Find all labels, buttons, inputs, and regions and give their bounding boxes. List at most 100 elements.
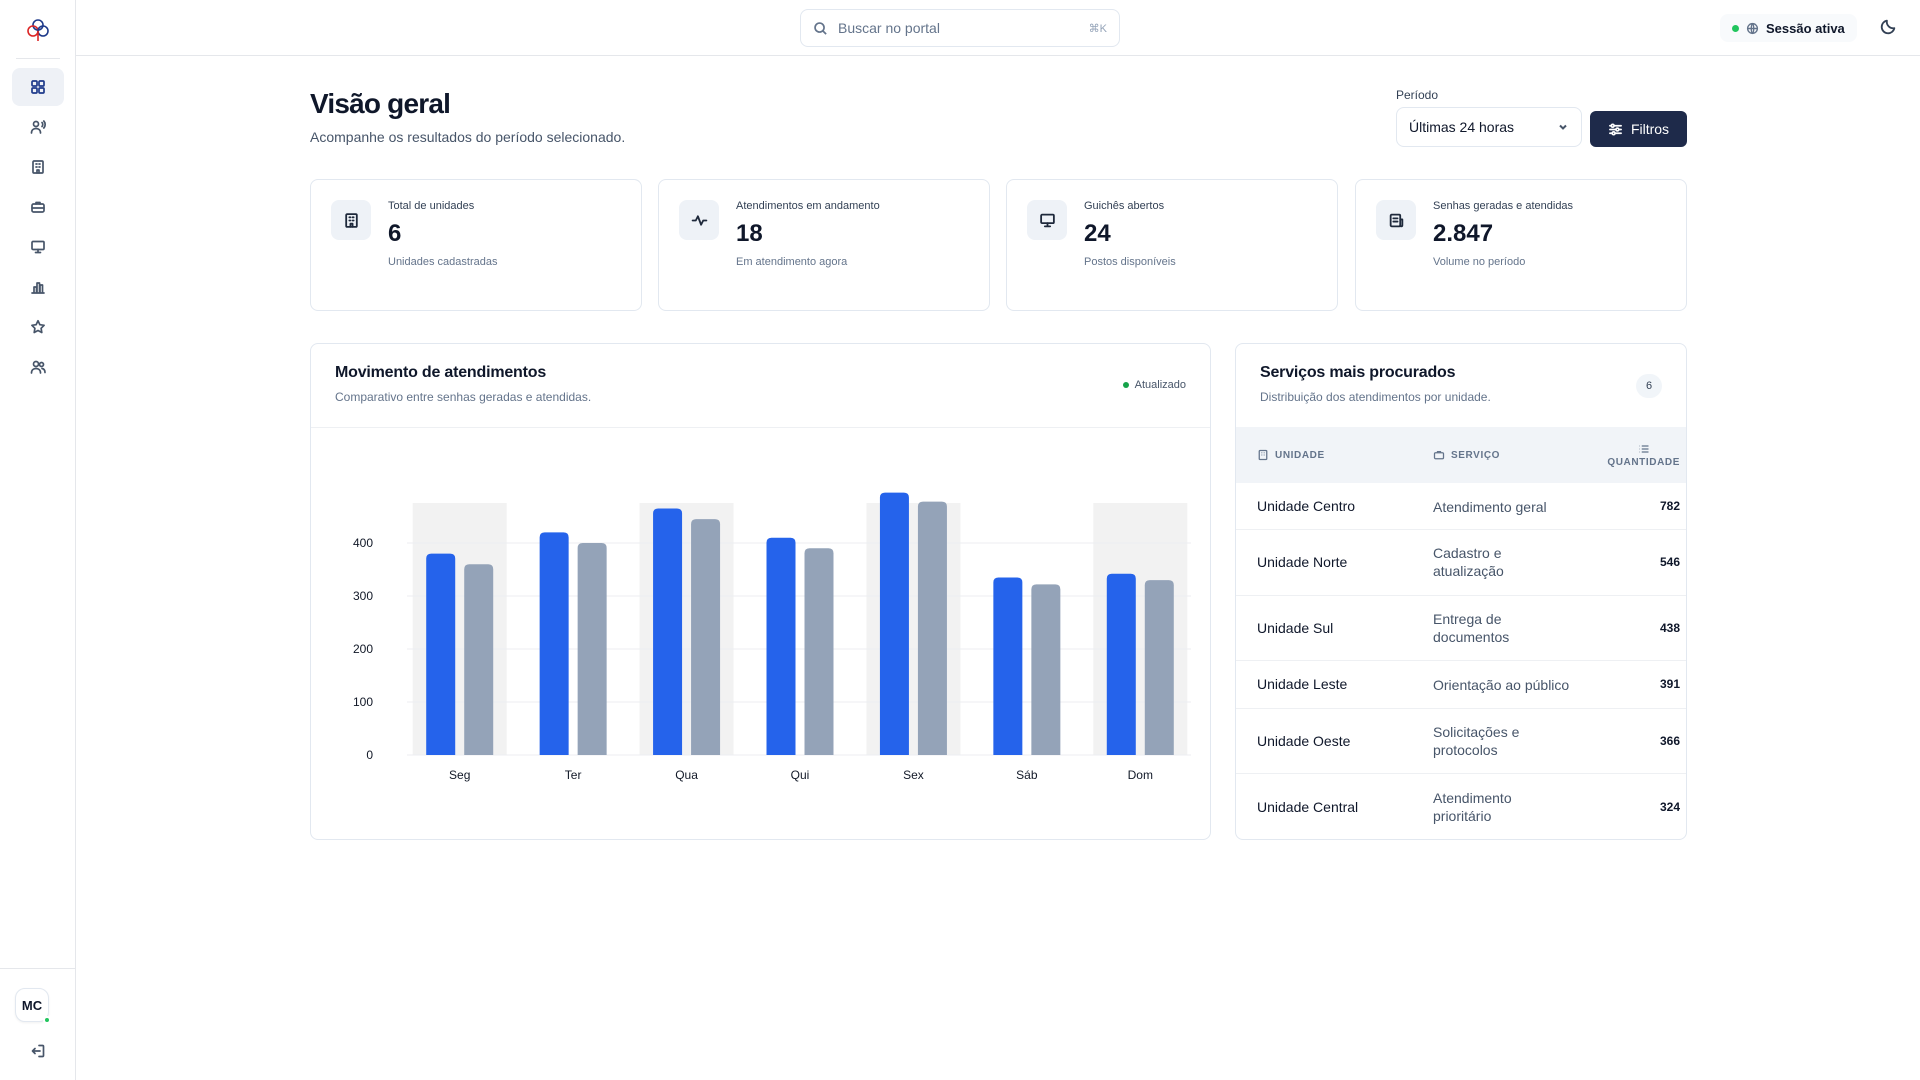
stat-icon-box <box>331 200 371 240</box>
chart-bar <box>577 543 607 755</box>
table-row[interactable]: Unidade Sul Entrega de documentos 438 <box>1236 596 1686 661</box>
chart-bar <box>653 508 683 755</box>
chart-bar <box>879 492 909 755</box>
search-input[interactable]: Buscar no portal ⌘K <box>800 9 1120 47</box>
stat-card-units: Total de unidades 6 Unidades cadastradas <box>310 179 642 311</box>
nav-ratings[interactable] <box>12 308 64 346</box>
y-tick-label: 400 <box>353 536 373 550</box>
column-label: UNIDADE <box>1275 449 1325 461</box>
chart-status-label: Atualizado <box>1134 379 1186 391</box>
status-dot <box>1122 382 1129 388</box>
period-select[interactable]: Últimas 24 horas <box>1396 107 1582 147</box>
cell-unit: Unidade Sul <box>1257 620 1334 636</box>
table-row[interactable]: Unidade Centro Atendimento geral 782 <box>1236 483 1686 530</box>
stat-label: Guichês abertos <box>1084 200 1165 212</box>
cell-unit: Unidade Norte <box>1257 554 1348 570</box>
stat-card-in-progress: Atendimentos em andamento 18 Em atendime… <box>658 179 990 311</box>
session-label: Sessão ativa <box>1766 20 1845 36</box>
chart-bar <box>993 577 1023 755</box>
logout-button[interactable] <box>30 1043 48 1061</box>
cell-quantity: 438 <box>1659 621 1680 635</box>
table-row[interactable]: Unidade Norte Cadastro e atualização 546 <box>1236 530 1686 596</box>
moon-icon <box>1880 19 1896 35</box>
search-placeholder: Buscar no portal <box>838 20 940 36</box>
stat-label: Senhas geradas e atendidas <box>1433 200 1574 212</box>
y-tick-label: 200 <box>353 642 373 656</box>
y-tick-label: 300 <box>353 589 373 603</box>
chart-bar <box>1031 584 1061 755</box>
chart-bar <box>1144 580 1174 755</box>
chart-bar <box>917 501 947 755</box>
nav-units[interactable] <box>12 148 64 186</box>
nav-attendance[interactable] <box>12 108 64 146</box>
online-status-dot <box>43 1016 51 1024</box>
list-icon <box>1639 444 1649 453</box>
cell-unit: Unidade Leste <box>1257 676 1348 692</box>
logout-icon <box>31 1044 45 1058</box>
cell-service: Cadastro e atualização <box>1433 545 1504 579</box>
stat-label: Total de unidades <box>388 200 475 212</box>
stat-value: 18 <box>736 220 763 247</box>
stat-value: 2.847 <box>1433 220 1494 247</box>
theme-toggle-button[interactable] <box>1880 18 1898 36</box>
filters-label: Filtros <box>1630 121 1670 137</box>
table-title: Serviços mais procurados <box>1260 364 1456 381</box>
cell-unit: Unidade Centro <box>1257 498 1356 514</box>
stat-card-counters: Guichês abertos 24 Postos disponíveis <box>1006 179 1338 311</box>
nav-dashboard[interactable] <box>12 68 64 106</box>
services-table-card: Serviços mais procurados Distribuição do… <box>1235 343 1687 840</box>
flower-logo-icon[interactable] <box>24 16 52 44</box>
y-tick-label: 0 <box>366 748 373 762</box>
building-icon <box>344 212 358 228</box>
chart-bar <box>1106 573 1136 755</box>
search-shortcut: ⌘K <box>1088 22 1107 35</box>
chart-bar <box>804 548 834 755</box>
users-icon <box>30 360 46 374</box>
column-header-quantity[interactable]: QUANTIDADE <box>1607 427 1680 483</box>
table-subtitle: Distribuição dos atendimentos por unidad… <box>1260 390 1491 404</box>
chart-bar <box>426 553 456 755</box>
column-header-unit[interactable]: UNIDADE <box>1257 427 1325 483</box>
cell-service: Atendimento prioritário <box>1433 790 1512 824</box>
sidebar-divider-bottom <box>0 968 76 969</box>
period-label: Período <box>1396 88 1439 102</box>
nav-counters[interactable] <box>12 228 64 266</box>
chart-status: Atualizado <box>1122 379 1186 391</box>
column-header-service[interactable]: SERVIÇO <box>1433 427 1500 483</box>
table-row[interactable]: Unidade Leste Orientação ao público 391 <box>1236 661 1686 709</box>
x-tick-label: Qua <box>675 768 698 782</box>
table-row[interactable]: Unidade Oeste Solicitações e protocolos … <box>1236 709 1686 774</box>
table-body: Unidade Centro Atendimento geral 782 Uni… <box>1236 483 1686 839</box>
x-tick-label: Sex <box>903 768 924 782</box>
sliders-icon <box>1608 123 1622 135</box>
avatar[interactable]: MC <box>15 988 51 1024</box>
column-label: QUANTIDADE <box>1607 456 1680 468</box>
table-row[interactable]: Unidade Central Atendimento prioritário … <box>1236 774 1686 839</box>
nav-reports[interactable] <box>12 268 64 306</box>
search-icon <box>814 21 827 35</box>
stat-icon-box <box>1376 200 1416 240</box>
stat-value: 6 <box>388 220 402 247</box>
cell-unit: Unidade Central <box>1257 799 1359 815</box>
nav-services[interactable] <box>12 188 64 226</box>
cell-service: Atendimento geral <box>1433 499 1547 515</box>
user-voice-icon <box>30 120 46 134</box>
x-tick-label: Ter <box>565 768 582 782</box>
nav-users[interactable] <box>12 348 64 386</box>
cell-quantity: 546 <box>1659 555 1680 569</box>
avatar-initials: MC <box>21 997 43 1013</box>
page-title: Visão geral <box>310 88 451 119</box>
cell-service: Solicitações e protocolos <box>1433 724 1520 758</box>
chart-bar <box>691 519 721 755</box>
y-tick-label: 100 <box>353 695 373 709</box>
stat-icon-box <box>679 200 719 240</box>
stat-label: Atendimentos em andamento <box>736 200 880 212</box>
cell-quantity: 782 <box>1659 499 1680 513</box>
topbar: Buscar no portal ⌘K Sessão ativa <box>76 0 1920 56</box>
session-status[interactable]: Sessão ativa <box>1720 14 1857 42</box>
cell-unit: Unidade Oeste <box>1257 733 1351 749</box>
cell-quantity: 324 <box>1659 800 1680 814</box>
filters-button[interactable]: Filtros <box>1590 111 1687 147</box>
stat-hint: Volume no período <box>1433 256 1526 268</box>
briefcase-icon <box>1433 450 1445 460</box>
